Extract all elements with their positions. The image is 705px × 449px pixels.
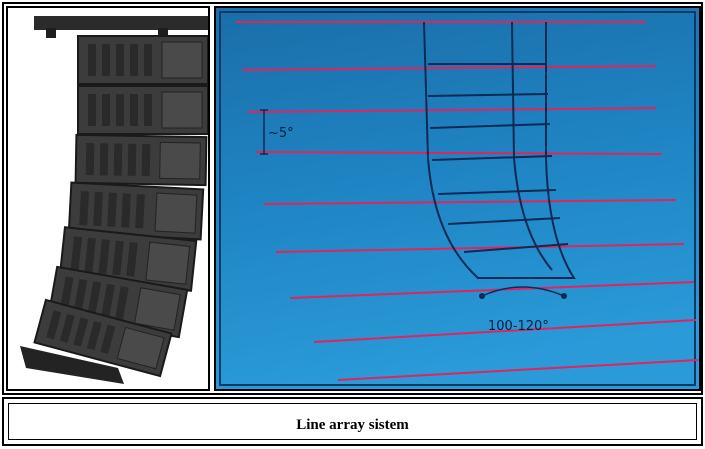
line-array-coverage-diagram: ~5° 100-120° [216,8,699,389]
coverage-angle-marker: 100-120° [479,286,567,334]
coverage-ray [247,107,657,113]
angle-marker-5deg: ~5° [260,109,294,155]
speaker-cabinet [77,35,208,85]
speaker-cabinet [77,85,208,135]
coverage-ray [289,281,695,299]
coverage-ray [337,359,699,381]
speaker-cabinet [33,298,173,378]
coverage-ray [263,199,677,205]
figure-table [2,2,703,395]
cabinet-divider [437,189,557,195]
angle-label-bottom: 100-120° [488,319,549,334]
coverage-ray [241,65,657,71]
figure-caption: Line array sistem [296,417,409,433]
angle-label-top: ~5° [268,126,294,141]
speaker-cabinet [67,181,205,241]
line-array-speaker-stack-photo [20,16,208,384]
cabinet-divider [447,217,561,225]
cabinet-divider [427,93,549,97]
speaker-cabinet [74,133,208,187]
line-array-photo-cell [6,6,210,391]
cabinet-inner-edge [511,21,553,271]
caption-row: Line array sistem [2,397,703,446]
line-array-diagram-cell: ~5° 100-120° [214,6,701,391]
cabinet-divider [431,155,553,161]
cabinet-divider [463,243,569,253]
coverage-ray [313,319,697,343]
cabinet-divider [429,123,551,129]
caption-cell: Line array sistem [8,403,697,440]
cabinet-outline [423,21,576,279]
coverage-ray [255,151,663,155]
coverage-ray [275,243,685,253]
